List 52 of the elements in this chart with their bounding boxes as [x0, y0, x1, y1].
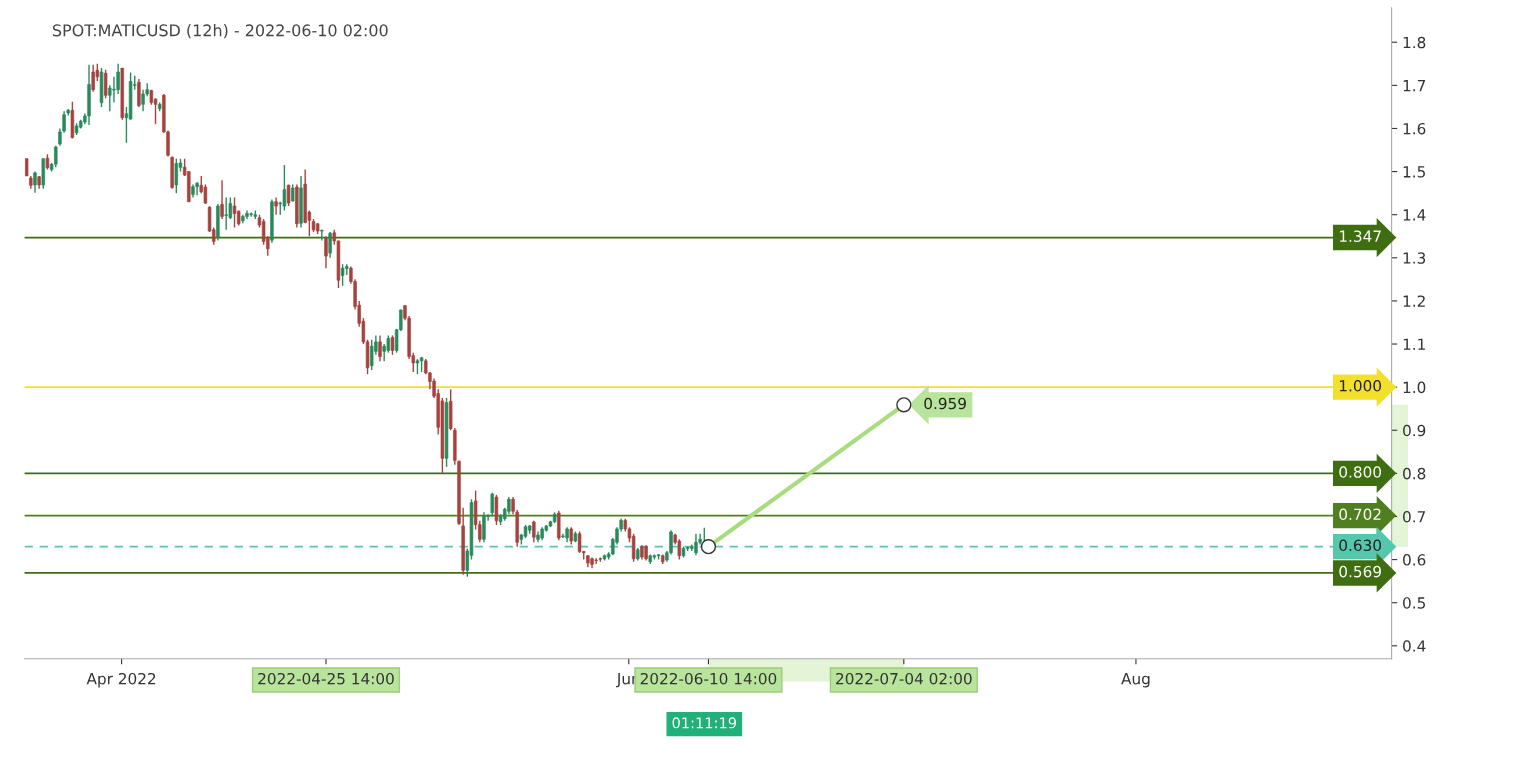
ref-line-label: 0.569: [1339, 565, 1381, 578]
candlestick: [369, 339, 374, 371]
y-tick-label: 0.5: [1403, 597, 1425, 609]
y-tick-label: 1.3: [1403, 252, 1426, 264]
y-tick-label: 0.8: [1403, 467, 1426, 480]
ref-line-label: 0.702: [1339, 508, 1381, 521]
candlestick: [224, 196, 228, 231]
ref-line-label: 0.630: [1339, 539, 1382, 552]
y-tick-label: 0.6: [1403, 554, 1426, 566]
candlestick: [340, 263, 345, 287]
candlestick: [174, 157, 179, 194]
candlestick: [274, 196, 278, 216]
candlestick: [390, 334, 395, 356]
candlestick: [494, 494, 499, 526]
x-tick-label: 2022-07-04 02:00: [836, 672, 972, 685]
candlestick: [328, 231, 332, 259]
text: 01:11:19: [672, 717, 737, 729]
candlestick: [220, 179, 224, 220]
candlestick: [195, 181, 199, 196]
candlestick: [232, 196, 237, 229]
candlestick: [91, 63, 95, 93]
ref-line-label: 1.347: [1339, 230, 1381, 242]
candlestick: [320, 229, 324, 242]
y-tick-label: 0.7: [1403, 510, 1426, 523]
candlestick: [282, 164, 287, 212]
y-tick-label: 0.4: [1403, 640, 1426, 652]
candlestick: [482, 511, 486, 544]
y-tick-label: 1.1: [1403, 338, 1425, 350]
candlestick: [141, 88, 145, 112]
text: SPOT:MATICUSD (12h) - 2022-06-10 02:00: [52, 24, 388, 39]
x-tick-label: 2022-04-25 14:00: [258, 672, 394, 685]
candlestick: [694, 533, 698, 556]
x-tick-label: 2022-06-10 14:00: [640, 672, 777, 685]
y-tick-label: 1.4: [1403, 209, 1426, 221]
x-tick-label: Aug: [1121, 673, 1150, 688]
ref-line-label: 0.800: [1339, 466, 1382, 478]
y-tick-label: 1.8: [1403, 36, 1426, 49]
y-tick-label: 1.0: [1403, 381, 1426, 394]
candlestick: [103, 69, 108, 99]
y-tick-label: 0.9: [1403, 424, 1426, 437]
annotation: 0.959: [924, 397, 966, 410]
candlestick: [137, 78, 141, 108]
y-tick-label: 1.7: [1403, 80, 1426, 92]
y-tick-label: 1.2: [1403, 295, 1425, 307]
ref-line-label: 1.000: [1339, 380, 1382, 392]
x-tick-label: Apr 2022: [86, 672, 156, 688]
y-tick-label: 1.6: [1403, 122, 1426, 135]
candlestick: [577, 530, 582, 554]
candlestick: [324, 235, 328, 269]
candlestick: [378, 334, 382, 362]
candlestick: [677, 538, 682, 561]
y-tick-label: 1.5: [1403, 166, 1425, 178]
